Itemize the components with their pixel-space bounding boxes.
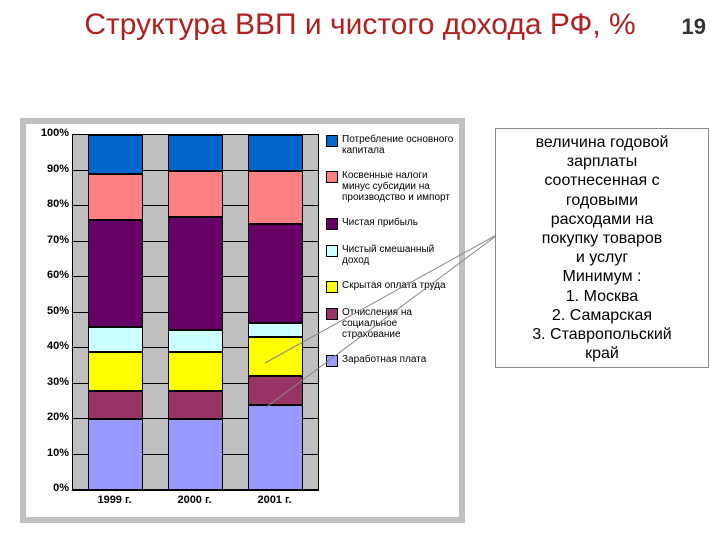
legend-swatch: [326, 308, 338, 320]
legend-label: Чистый смешанный доход: [342, 244, 456, 266]
x-tick-label: 2001 г.: [247, 494, 302, 506]
chart: 0% 10% 20% 30% 40% 50% 60% 70% 80% 90% 100% 1999 г…: [20, 118, 465, 523]
page-number: 19: [682, 14, 706, 40]
chart-inner: 0% 10% 20% 30% 40% 50% 60% 70% 80% 90% 100% 1999 г…: [26, 124, 459, 517]
y-tick-label: 40%: [31, 340, 69, 352]
bar-segment: [248, 405, 303, 490]
legend-swatch: [326, 245, 338, 257]
y-tick-label: 80%: [31, 198, 69, 210]
y-tick-label: 60%: [31, 269, 69, 281]
bar-segment: [168, 419, 223, 490]
bar-segment: [248, 171, 303, 224]
legend-swatch: [326, 281, 338, 293]
legend-swatch: [326, 355, 338, 367]
y-tick-label: 90%: [31, 163, 69, 175]
legend-item: Заработная плата: [326, 354, 456, 367]
chart-outer-border: 0% 10% 20% 30% 40% 50% 60% 70% 80% 90% 100% 1999 г…: [20, 118, 465, 523]
y-tick-label: 30%: [31, 376, 69, 388]
x-tick-label: 1999 г.: [87, 494, 142, 506]
legend-label: Заработная плата: [342, 354, 426, 365]
bar-segment: [88, 391, 143, 419]
legend-label: Чистая прибыль: [342, 217, 418, 228]
bar: [248, 135, 303, 490]
y-tick-label: 50%: [31, 305, 69, 317]
bar-segment: [168, 391, 223, 419]
bar-segment: [168, 135, 223, 171]
callout-box: величина годовойзарплатысоотнесенная сго…: [495, 128, 709, 368]
bar-segment: [248, 135, 303, 171]
legend-item: Скрытая оплата труда: [326, 280, 456, 293]
legend: Потребление основного капитала Косвенные …: [326, 134, 456, 381]
legend-label: Скрытая оплата труда: [342, 280, 446, 291]
y-tick-label: 0%: [31, 482, 69, 494]
legend-item: Чистая прибыль: [326, 217, 456, 230]
bar-segment: [88, 135, 143, 174]
bar-segment: [248, 376, 303, 404]
plot-area: [72, 134, 319, 491]
legend-item: Отчисления на социальное страхование: [326, 307, 456, 340]
bar-segment: [88, 352, 143, 391]
legend-label: Потребление основного капитала: [342, 134, 456, 156]
legend-swatch: [326, 218, 338, 230]
x-tick-label: 2000 г.: [167, 494, 222, 506]
legend-item: Косвенные налоги минус субсидии на произ…: [326, 170, 456, 203]
y-tick-label: 100%: [31, 127, 69, 139]
bar: [88, 135, 143, 490]
bar-segment: [248, 337, 303, 376]
bar-segment: [88, 327, 143, 352]
legend-label: Косвенные налоги минус субсидии на произ…: [342, 170, 456, 203]
legend-item: Чистый смешанный доход: [326, 244, 456, 266]
y-tick-label: 20%: [31, 411, 69, 423]
bar-segment: [168, 330, 223, 351]
legend-swatch: [326, 135, 338, 147]
bar-segment: [168, 352, 223, 391]
y-tick-label: 70%: [31, 234, 69, 246]
bar-segment: [248, 224, 303, 323]
bar-segment: [248, 323, 303, 337]
bar-segment: [88, 174, 143, 220]
legend-label: Отчисления на социальное страхование: [342, 307, 456, 340]
bar-segment: [168, 217, 223, 331]
page-title: Структура ВВП и чистого дохода РФ, %: [20, 8, 700, 43]
bar-segment: [168, 171, 223, 217]
y-tick-label: 10%: [31, 447, 69, 459]
bar-segment: [88, 220, 143, 327]
legend-item: Потребление основного капитала: [326, 134, 456, 156]
bar-segment: [88, 419, 143, 490]
legend-swatch: [326, 171, 338, 183]
bar: [168, 135, 223, 490]
